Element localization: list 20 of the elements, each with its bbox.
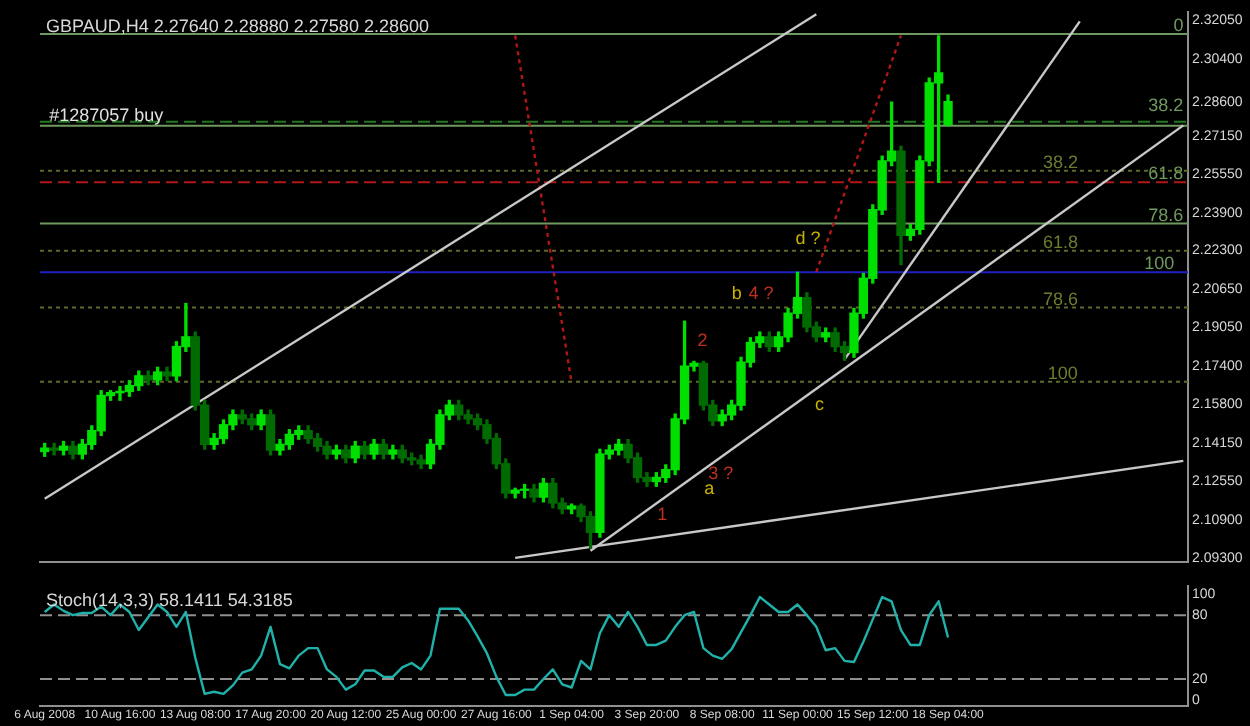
annotation: b [731,282,742,303]
annotation: c [814,394,825,415]
annotation: 4 ? [748,282,774,303]
annotation: 3 ? [708,462,734,483]
annotation: 2 [697,329,708,350]
annotation: 78.6 [1148,204,1184,225]
annotation: 61.8 [1043,232,1079,253]
annotation: #1287057 buy [49,104,165,125]
annotation: d ? [795,228,821,249]
annotation: 100 [1047,362,1078,383]
annotation: 38.2 [1148,94,1184,115]
chart-title: Stoch(14,3,3) 58.1411 54.3185 [46,590,293,611]
annotation: 61.8 [1148,163,1184,184]
annotation: 78.6 [1043,288,1079,309]
annotation: a [704,478,715,499]
chart-title: GBPAUD,H4 2.27640 2.28880 2.27580 2.28600 [46,16,429,37]
annotation: 0 [1173,15,1184,36]
annotation: 100 [1144,253,1175,274]
annotation: 1 [657,503,668,524]
annotation: 38.2 [1043,151,1079,172]
